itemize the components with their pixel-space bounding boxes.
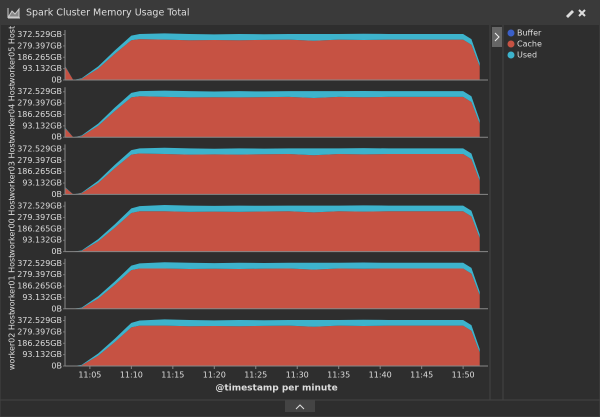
y-tick-label: 0B	[51, 190, 62, 199]
legend-swatch	[507, 29, 515, 37]
y-tick-label: 186.265GB	[17, 110, 62, 119]
legend-swatch	[507, 40, 515, 48]
x-axis-label: @timestamp per minute	[215, 384, 337, 394]
y-axis-label: worker03 Host	[8, 140, 17, 198]
y-tick-label: 372.529GB	[17, 259, 62, 268]
legend-toggle[interactable]	[492, 27, 502, 47]
x-tick-label: 11:10	[120, 371, 143, 380]
toggle-arrow	[494, 32, 500, 42]
y-tick-label: 186.265GB	[17, 224, 62, 233]
chart-icon	[7, 7, 20, 19]
area-2	[65, 33, 480, 80]
x-tick-label: 11:05	[78, 371, 101, 380]
footer-toggle[interactable]	[285, 400, 315, 412]
y-axis-label: worker04 Host	[8, 83, 17, 141]
x-tick-label: 11:45	[410, 371, 433, 380]
y-axis-label: worker01 Host	[8, 255, 17, 313]
y-tick-label: 0B	[51, 133, 62, 142]
x-tick-label: 11:20	[203, 371, 226, 380]
x-tick-label: 11:25	[244, 371, 267, 380]
area-1	[65, 268, 480, 309]
y-tick-label: 279.397GB	[17, 270, 62, 279]
y-tick-label: 93.132GB	[22, 121, 62, 130]
edit-button[interactable]	[566, 10, 574, 18]
y-tick-label: 279.397GB	[17, 327, 62, 336]
y-axis-label: worker02 Host	[8, 312, 17, 370]
area-1	[65, 211, 480, 252]
y-tick-label: 93.132GB	[22, 236, 62, 245]
area-1	[65, 325, 480, 366]
area-2	[65, 319, 480, 366]
y-tick-label: 279.397GB	[17, 99, 62, 108]
y-tick-label: 93.132GB	[22, 179, 62, 188]
x-tick-label: 11:50	[452, 371, 475, 380]
area-2	[65, 147, 480, 195]
y-tick-label: 186.265GB	[17, 339, 62, 348]
area-1	[65, 96, 480, 138]
y-tick-label: 186.265GB	[17, 282, 62, 291]
y-tick-label: 372.529GB	[17, 87, 62, 96]
area-2	[65, 205, 480, 252]
y-tick-label: 0B	[51, 362, 62, 371]
y-tick-label: 0B	[51, 76, 62, 85]
area-1	[65, 153, 480, 195]
y-axis-label: worker00 Host	[8, 197, 17, 255]
x-tick-label: 11:35	[327, 371, 350, 380]
y-tick-label: 93.132GB	[22, 293, 62, 302]
y-tick-label: 186.265GB	[17, 53, 62, 62]
y-tick-label: 93.132GB	[22, 64, 62, 73]
x-tick-label: 11:40	[369, 371, 392, 380]
legend-label: Cache	[517, 40, 542, 49]
chevron-up	[295, 404, 305, 410]
area-2	[65, 90, 480, 138]
panel-header	[0, 0, 600, 25]
y-tick-label: 0B	[51, 247, 62, 256]
y-tick-label: 372.529GB	[17, 316, 62, 325]
y-tick-label: 279.397GB	[17, 213, 62, 222]
x-tick-label: 11:30	[286, 371, 309, 380]
x-tick-label: 11:15	[161, 371, 184, 380]
y-tick-label: 93.132GB	[22, 350, 62, 359]
area-2	[65, 262, 480, 309]
area-1	[65, 39, 480, 80]
legend-label: Buffer	[517, 29, 542, 38]
y-tick-label: 279.397GB	[17, 156, 62, 165]
legend-label: Used	[517, 51, 537, 60]
y-tick-label: 372.529GB	[17, 202, 62, 211]
close-button[interactable]	[578, 9, 586, 17]
y-tick-label: 372.529GB	[17, 30, 62, 39]
y-tick-label: 186.265GB	[17, 167, 62, 176]
y-tick-label: 372.529GB	[17, 144, 62, 153]
y-tick-label: 0B	[51, 304, 62, 313]
y-tick-label: 279.397GB	[17, 41, 62, 50]
panel-title: Spark Cluster Memory Usage Total	[26, 8, 190, 19]
y-axis-label: worker05 Host	[8, 26, 17, 84]
legend-swatch	[507, 51, 515, 59]
